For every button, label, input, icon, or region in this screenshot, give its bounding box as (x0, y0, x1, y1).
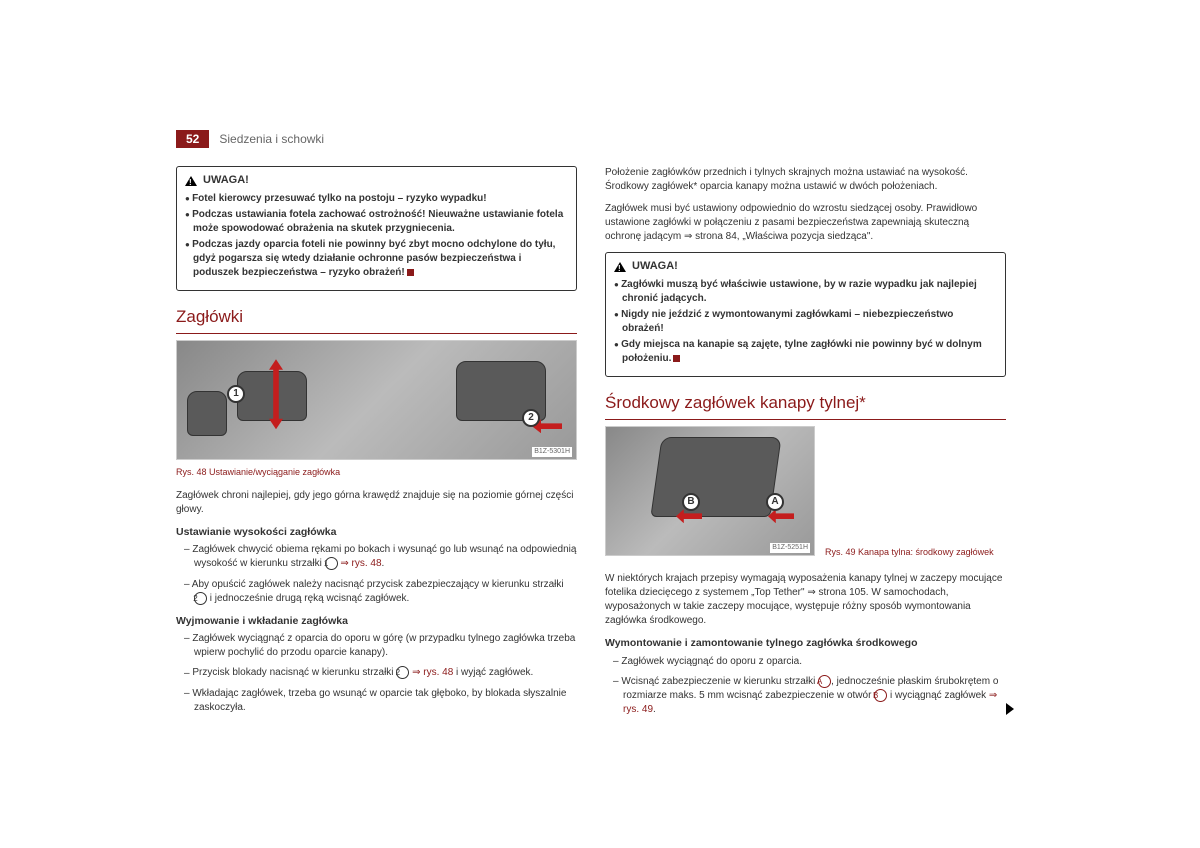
body-text: Położenie zagłówków przednich i tylnych … (605, 166, 1006, 194)
figure-code: B1Z-5301H (532, 447, 572, 457)
list-item: Aby opuścić zagłówek należy nacisnąć prz… (176, 578, 577, 606)
page-header: 52 Siedzenia i schowki (176, 130, 1006, 148)
end-marker (673, 355, 680, 362)
section-heading: Zagłówki (176, 305, 577, 329)
subheading: Wymontowanie i zamontowanie tylnego zagł… (605, 636, 1006, 651)
callout-a: A (766, 493, 784, 511)
warning-box-right: UWAGA! Zagłówki muszą być właściwie usta… (605, 252, 1006, 377)
content-columns: UWAGA! Fotel kierowcy przesuwać tylko na… (176, 166, 1006, 725)
subheading: Wyjmowanie i wkładanie zagłówka (176, 614, 577, 629)
figure-48: 1 2 B1Z-5301H (176, 340, 577, 460)
list-item: Zagłówek chwycić obiema rękami po bokach… (176, 543, 577, 571)
warning-item: Nigdy nie jeździć z wymontowanymi zagłów… (614, 308, 997, 336)
right-column: Położenie zagłówków przednich i tylnych … (605, 166, 1006, 725)
warning-item: Zagłówki muszą być właściwie ustawione, … (614, 278, 997, 306)
figure-caption: Rys. 48 Ustawianie/wyciąganie zagłówka (176, 466, 577, 479)
list-item: Wkładając zagłówek, trzeba go wsunąć w o… (176, 687, 577, 715)
list-item: Przycisk blokady nacisnąć w kierunku str… (176, 666, 577, 680)
warning-item: Gdy miejsca na kanapie są zajęte, tylne … (614, 338, 997, 366)
heading-rule (176, 333, 577, 334)
warning-title: UWAGA! (632, 259, 678, 274)
warning-item: Podczas ustawiania fotela zachować ostro… (185, 208, 568, 236)
warning-box-left: UWAGA! Fotel kierowcy przesuwać tylko na… (176, 166, 577, 291)
warning-item: Podczas jazdy oparcia foteli nie powinny… (185, 238, 568, 280)
list-item: Zagłówek wyciągnąć do oporu z oparcia. (605, 655, 1006, 669)
end-marker (407, 269, 414, 276)
page-number: 52 (176, 130, 209, 148)
figure-caption: Rys. 49 Kanapa tylna: środkowy zagłówek (825, 546, 1006, 563)
body-text: Zagłówek musi być ustawiony odpowiednio … (605, 202, 1006, 244)
subheading: Ustawianie wysokości zagłówka (176, 525, 577, 540)
warning-title: UWAGA! (203, 173, 249, 188)
arrow-left-icon (768, 509, 794, 523)
continue-icon (1006, 703, 1014, 715)
header-title: Siedzenia i schowki (219, 132, 324, 146)
warning-icon (614, 262, 626, 272)
figure-49: A B B1Z-5251H (605, 426, 815, 556)
heading-rule (605, 419, 1006, 420)
warning-item: Fotel kierowcy przesuwać tylko na postoj… (185, 192, 568, 206)
section-heading: Środkowy zagłówek kanapy tylnej* (605, 391, 1006, 415)
list-item: Zagłówek wyciągnąć z oparcia do oporu w … (176, 632, 577, 660)
list-item: Wcisnąć zabezpieczenie w kierunku strzał… (605, 675, 1006, 717)
left-column: UWAGA! Fotel kierowcy przesuwać tylko na… (176, 166, 577, 725)
body-text: W niektórych krajach przepisy wymagają w… (605, 572, 1006, 628)
warning-icon (185, 176, 197, 186)
body-text: Zagłówek chroni najlepiej, gdy jego górn… (176, 489, 577, 517)
figure-code: B1Z-5251H (770, 543, 810, 553)
